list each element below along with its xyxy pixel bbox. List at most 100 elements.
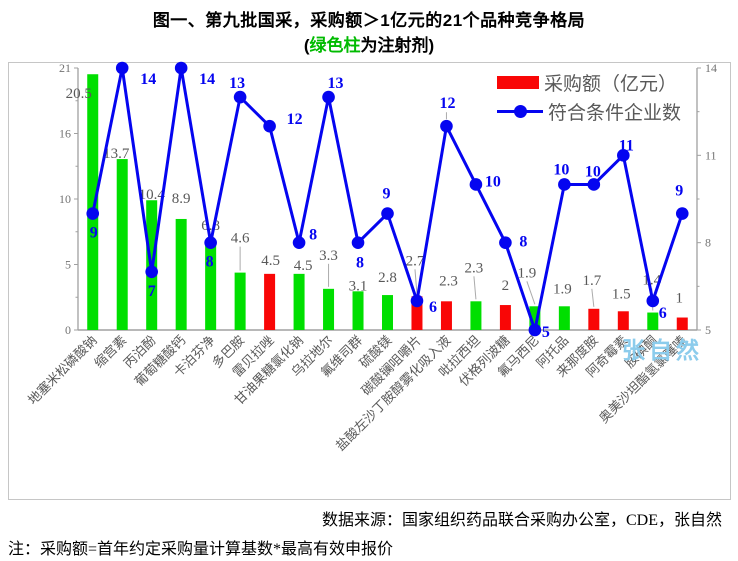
bar-injection — [352, 291, 364, 330]
line-value-label: 14 — [199, 71, 215, 88]
bar-non-injection — [264, 273, 276, 330]
subtitle-highlight: 绿色柱 — [309, 36, 361, 55]
bar-value-label: 1.7 — [582, 273, 601, 289]
line-value-label: 6 — [659, 305, 667, 322]
bar-value-label: 2.8 — [378, 270, 397, 286]
bar-value-label: 1.9 — [553, 281, 572, 297]
category-label: 缩宫素 — [91, 333, 129, 371]
bar-series-swatch — [497, 75, 539, 89]
line-point-marker — [646, 294, 660, 308]
line-value-label: 10 — [485, 173, 501, 190]
line-value-label: 8 — [309, 227, 317, 244]
line-value-label: 10 — [585, 163, 601, 180]
bar-value-label: 2.3 — [465, 260, 484, 276]
line-point-marker — [115, 61, 129, 75]
line-value-label: 8 — [519, 234, 527, 251]
left-axis-tick-label: 16 — [59, 127, 71, 141]
line-point-marker — [617, 149, 630, 162]
line-point-marker — [233, 90, 247, 104]
bar-injection — [470, 301, 482, 330]
bar-value-label: 10.4 — [139, 187, 166, 203]
bar-value-label: 2.3 — [439, 273, 458, 289]
bar-non-injection — [676, 317, 688, 330]
source-line: 数据来源：国家组织药品联合采购办公室，CDE，张自然 — [321, 512, 722, 529]
line-point-marker — [174, 61, 188, 75]
bar-injection — [323, 288, 335, 330]
bar-injection — [647, 312, 659, 330]
line-value-label: 13 — [229, 75, 245, 92]
bar-value-label: 4.5 — [294, 258, 313, 274]
line-value-label: 9 — [383, 186, 391, 203]
bar-injection — [558, 306, 570, 330]
legend-bar-label: 采购额（亿元） — [544, 73, 678, 95]
right-axis-tick-label: 5 — [705, 323, 711, 337]
line-value-label: 10 — [553, 161, 569, 178]
line-point-marker — [558, 178, 571, 191]
bar-injection — [175, 218, 187, 330]
bar-value-label: 8.9 — [172, 191, 191, 207]
bar-label-leader-line — [473, 276, 477, 300]
watermark: 张自然 — [622, 338, 703, 363]
chart-area — [8, 62, 731, 500]
bar-injection — [205, 245, 217, 330]
line-point-marker — [263, 119, 276, 133]
bar-non-injection — [617, 311, 629, 330]
bar-injection — [234, 272, 246, 330]
bar-label-leader-line — [591, 288, 595, 307]
line-point-marker — [322, 90, 335, 104]
subtitle-suffix: 为注射剂) — [360, 36, 435, 55]
line-point-marker — [381, 207, 394, 220]
left-axis-tick-label: 5 — [65, 258, 71, 272]
chart-subtitle: (绿色柱为注射剂) — [0, 31, 738, 56]
line-series-swatch — [497, 104, 543, 118]
category-label: 地塞米松磷酸钠 — [25, 333, 100, 408]
line-value-label: 5 — [542, 324, 550, 341]
line-point-marker — [440, 119, 453, 133]
bar-non-injection — [588, 308, 600, 330]
legend-entry-line: 符合条件企业数 — [497, 99, 682, 124]
subtitle-prefix: ( — [303, 36, 310, 55]
line-point-marker — [86, 207, 100, 220]
line-point-marker — [528, 323, 542, 337]
left-axis-tick-label: 0 — [65, 323, 71, 337]
bar-label-leader-line — [526, 281, 536, 305]
bar-value-label: 20.5 — [66, 86, 92, 102]
bar-value-label: 4.6 — [231, 231, 250, 247]
right-axis-tick-label: 11 — [705, 148, 717, 162]
bar-value-label: 13.7 — [103, 146, 130, 162]
bar-label-leader-line — [414, 269, 418, 295]
line-value-label: 11 — [619, 137, 634, 154]
bar-injection — [116, 159, 128, 330]
bar-injection — [382, 295, 393, 330]
line-value-label: 12 — [287, 111, 303, 128]
line-point-marker — [499, 236, 512, 249]
bar-value-label: 1.9 — [518, 265, 537, 281]
bar-value-label: 6.8 — [201, 218, 220, 234]
line-point-marker — [469, 178, 483, 191]
line-value-label: 8 — [356, 255, 364, 272]
legend: 采购额（亿元） 符合条件企业数 — [497, 70, 682, 124]
line-point-marker — [410, 294, 424, 308]
legend-entry-bar: 采购额（亿元） — [497, 70, 681, 95]
bar-non-injection — [440, 301, 452, 330]
left-axis-tick-label: 10 — [59, 192, 71, 206]
bar-value-label: 3.1 — [349, 278, 368, 294]
line-value-label: 9 — [675, 183, 683, 200]
bar-value-label: 2.7 — [406, 253, 425, 269]
bar-injection — [293, 273, 305, 330]
note-line: 注：采购额=首年约定采购量计算基数*最高有效申报价 — [8, 541, 394, 558]
line-point-marker — [204, 236, 217, 249]
bar-injection — [529, 306, 541, 330]
line-value-label: 6 — [429, 299, 437, 316]
line-point-marker — [675, 207, 689, 220]
line-point-marker — [292, 236, 306, 249]
legend-line-label: 符合条件企业数 — [548, 102, 682, 124]
line-value-label: 12 — [439, 95, 455, 112]
line-value-label: 9 — [90, 225, 98, 242]
line-point-marker — [351, 236, 365, 249]
line-point-marker — [587, 178, 601, 191]
bar-value-label: 1 — [676, 291, 684, 307]
line-swatch-marker-icon — [514, 105, 527, 118]
chart-title: 图一、第九批国采，采购额＞1亿元的21个品种竞争格局 — [152, 11, 586, 30]
